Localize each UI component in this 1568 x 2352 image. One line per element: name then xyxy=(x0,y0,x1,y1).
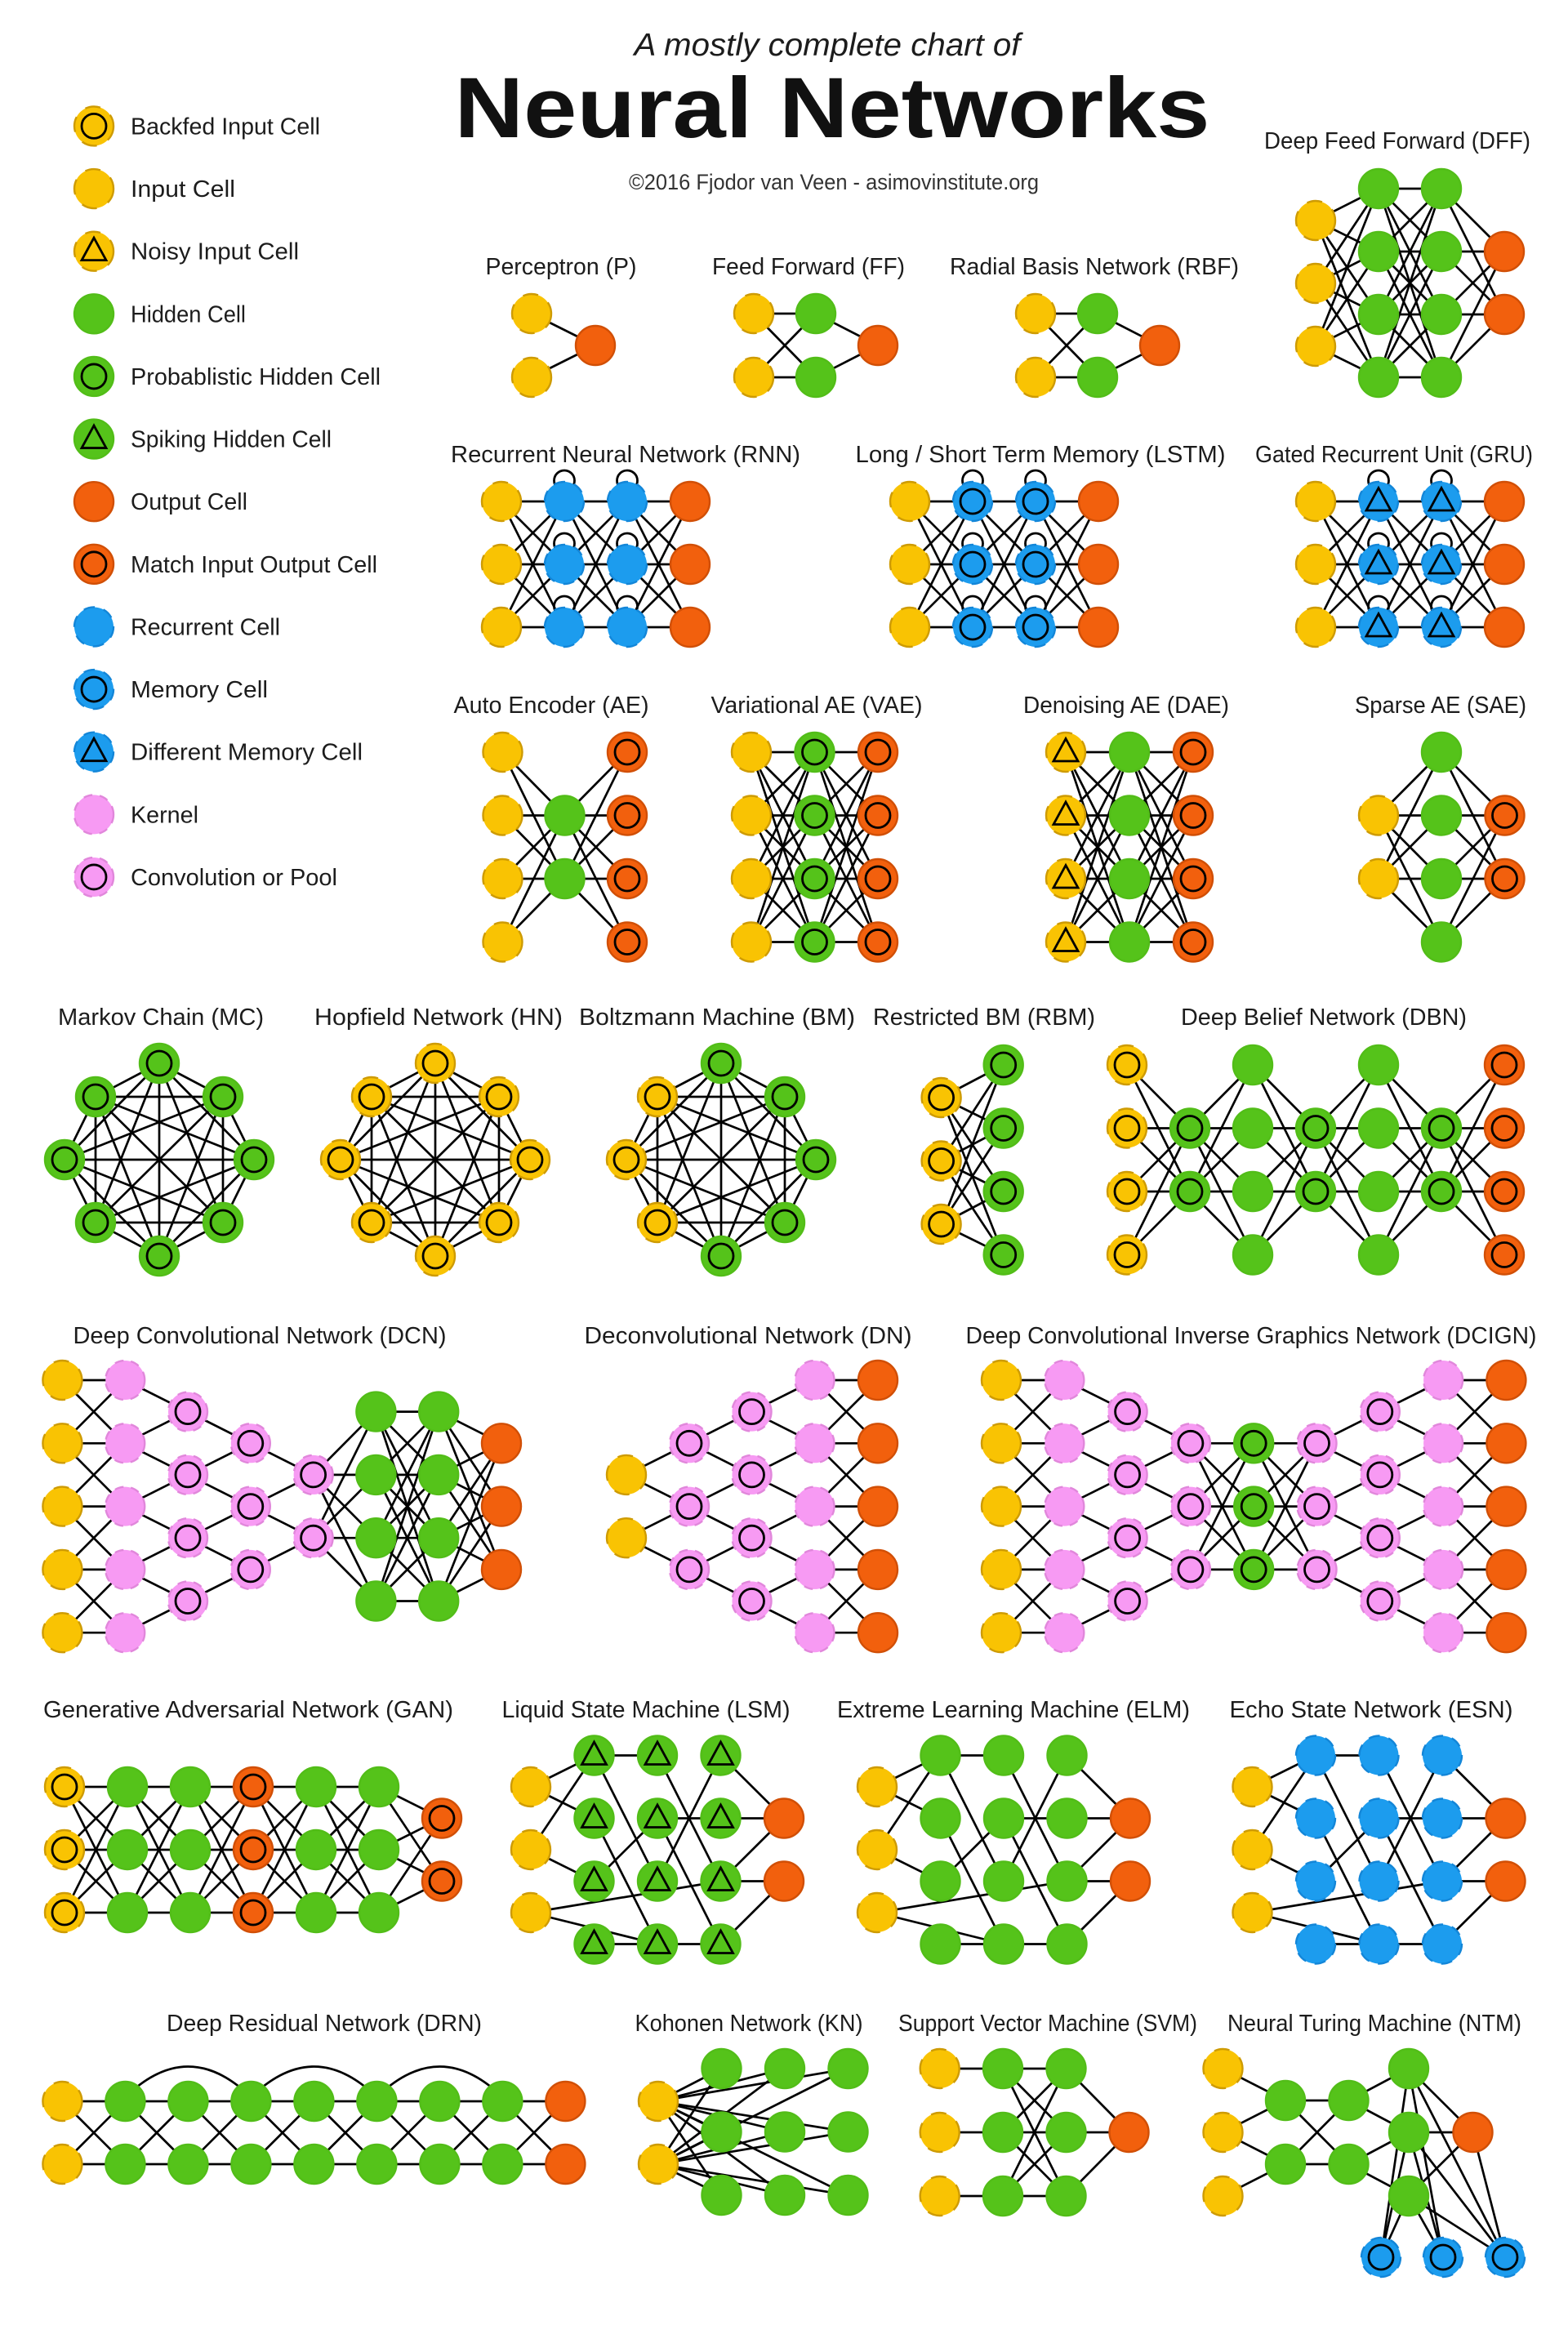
svg-text:Restricted BM (RBM): Restricted BM (RBM) xyxy=(873,1004,1095,1031)
svg-text:Deep Convolutional Network (DC: Deep Convolutional Network (DCN) xyxy=(74,1323,447,1349)
svg-text:Match Input Output Cell: Match Input Output Cell xyxy=(131,552,377,578)
svg-text:Input Cell: Input Cell xyxy=(131,176,235,203)
svg-text:Extreme Learning Machine (ELM): Extreme Learning Machine (ELM) xyxy=(837,1697,1190,1723)
svg-text:Neural Networks: Neural Networks xyxy=(455,60,1210,156)
svg-text:Radial Basis Network (RBF): Radial Basis Network (RBF) xyxy=(950,254,1239,280)
svg-text:Backfed Input Cell: Backfed Input Cell xyxy=(131,114,320,140)
svg-text:Feed Forward (FF): Feed Forward (FF) xyxy=(712,254,905,280)
svg-text:Kernel: Kernel xyxy=(131,802,198,828)
svg-text:Generative Adversarial Network: Generative Adversarial Network (GAN) xyxy=(43,1697,453,1723)
svg-text:Convolution or Pool: Convolution or Pool xyxy=(131,865,337,891)
svg-text:Memory Cell: Memory Cell xyxy=(131,677,268,703)
svg-text:Variational AE (VAE): Variational AE (VAE) xyxy=(711,693,923,719)
svg-text:Denoising AE (DAE): Denoising AE (DAE) xyxy=(1023,693,1229,719)
svg-text:Spiking Hidden Cell: Spiking Hidden Cell xyxy=(131,427,332,453)
svg-text:Kohonen Network (KN): Kohonen Network (KN) xyxy=(635,2011,863,2037)
svg-text:©2016 Fjodor van Veen - asimov: ©2016 Fjodor van Veen - asimovinstitute.… xyxy=(629,170,1039,194)
svg-text:Long / Short Term Memory (LSTM: Long / Short Term Memory (LSTM) xyxy=(856,442,1226,468)
svg-text:Liquid State Machine (LSM): Liquid State Machine (LSM) xyxy=(502,1697,791,1723)
svg-text:Gated Recurrent Unit (GRU): Gated Recurrent Unit (GRU) xyxy=(1255,442,1533,468)
svg-text:Boltzmann Machine (BM): Boltzmann Machine (BM) xyxy=(579,1004,855,1031)
svg-text:Probablistic Hidden Cell: Probablistic Hidden Cell xyxy=(131,364,381,390)
svg-text:Support Vector Machine (SVM): Support Vector Machine (SVM) xyxy=(898,2011,1197,2037)
svg-text:Deep Feed Forward (DFF): Deep Feed Forward (DFF) xyxy=(1264,128,1530,154)
svg-text:Neural Turing Machine (NTM): Neural Turing Machine (NTM) xyxy=(1227,2011,1521,2037)
svg-text:Hidden Cell: Hidden Cell xyxy=(131,301,246,327)
svg-text:Echo State Network (ESN): Echo State Network (ESN) xyxy=(1230,1697,1513,1723)
svg-text:Deep Convolutional Inverse Gra: Deep Convolutional Inverse Graphics Netw… xyxy=(966,1323,1537,1349)
svg-text:Sparse AE (SAE): Sparse AE (SAE) xyxy=(1355,693,1526,719)
svg-text:Deep Belief Network (DBN): Deep Belief Network (DBN) xyxy=(1181,1004,1467,1031)
svg-text:Markov Chain (MC): Markov Chain (MC) xyxy=(58,1004,264,1031)
svg-text:Deconvolutional Network (DN): Deconvolutional Network (DN) xyxy=(585,1323,912,1349)
svg-text:Auto Encoder (AE): Auto Encoder (AE) xyxy=(454,693,649,719)
svg-text:Perceptron (P): Perceptron (P) xyxy=(486,254,637,280)
svg-text:Noisy Input Cell: Noisy Input Cell xyxy=(131,239,299,265)
svg-text:Recurrent Neural Network (RNN): Recurrent Neural Network (RNN) xyxy=(451,442,800,468)
svg-text:Different Memory Cell: Different Memory Cell xyxy=(131,740,363,766)
svg-text:Deep Residual Network (DRN): Deep Residual Network (DRN) xyxy=(167,2011,482,2037)
svg-text:Output Cell: Output Cell xyxy=(131,489,247,515)
svg-text:Hopfield Network (HN): Hopfield Network (HN) xyxy=(314,1004,563,1031)
svg-text:A mostly complete chart of: A mostly complete chart of xyxy=(632,28,1023,63)
svg-text:Recurrent Cell: Recurrent Cell xyxy=(131,614,280,640)
